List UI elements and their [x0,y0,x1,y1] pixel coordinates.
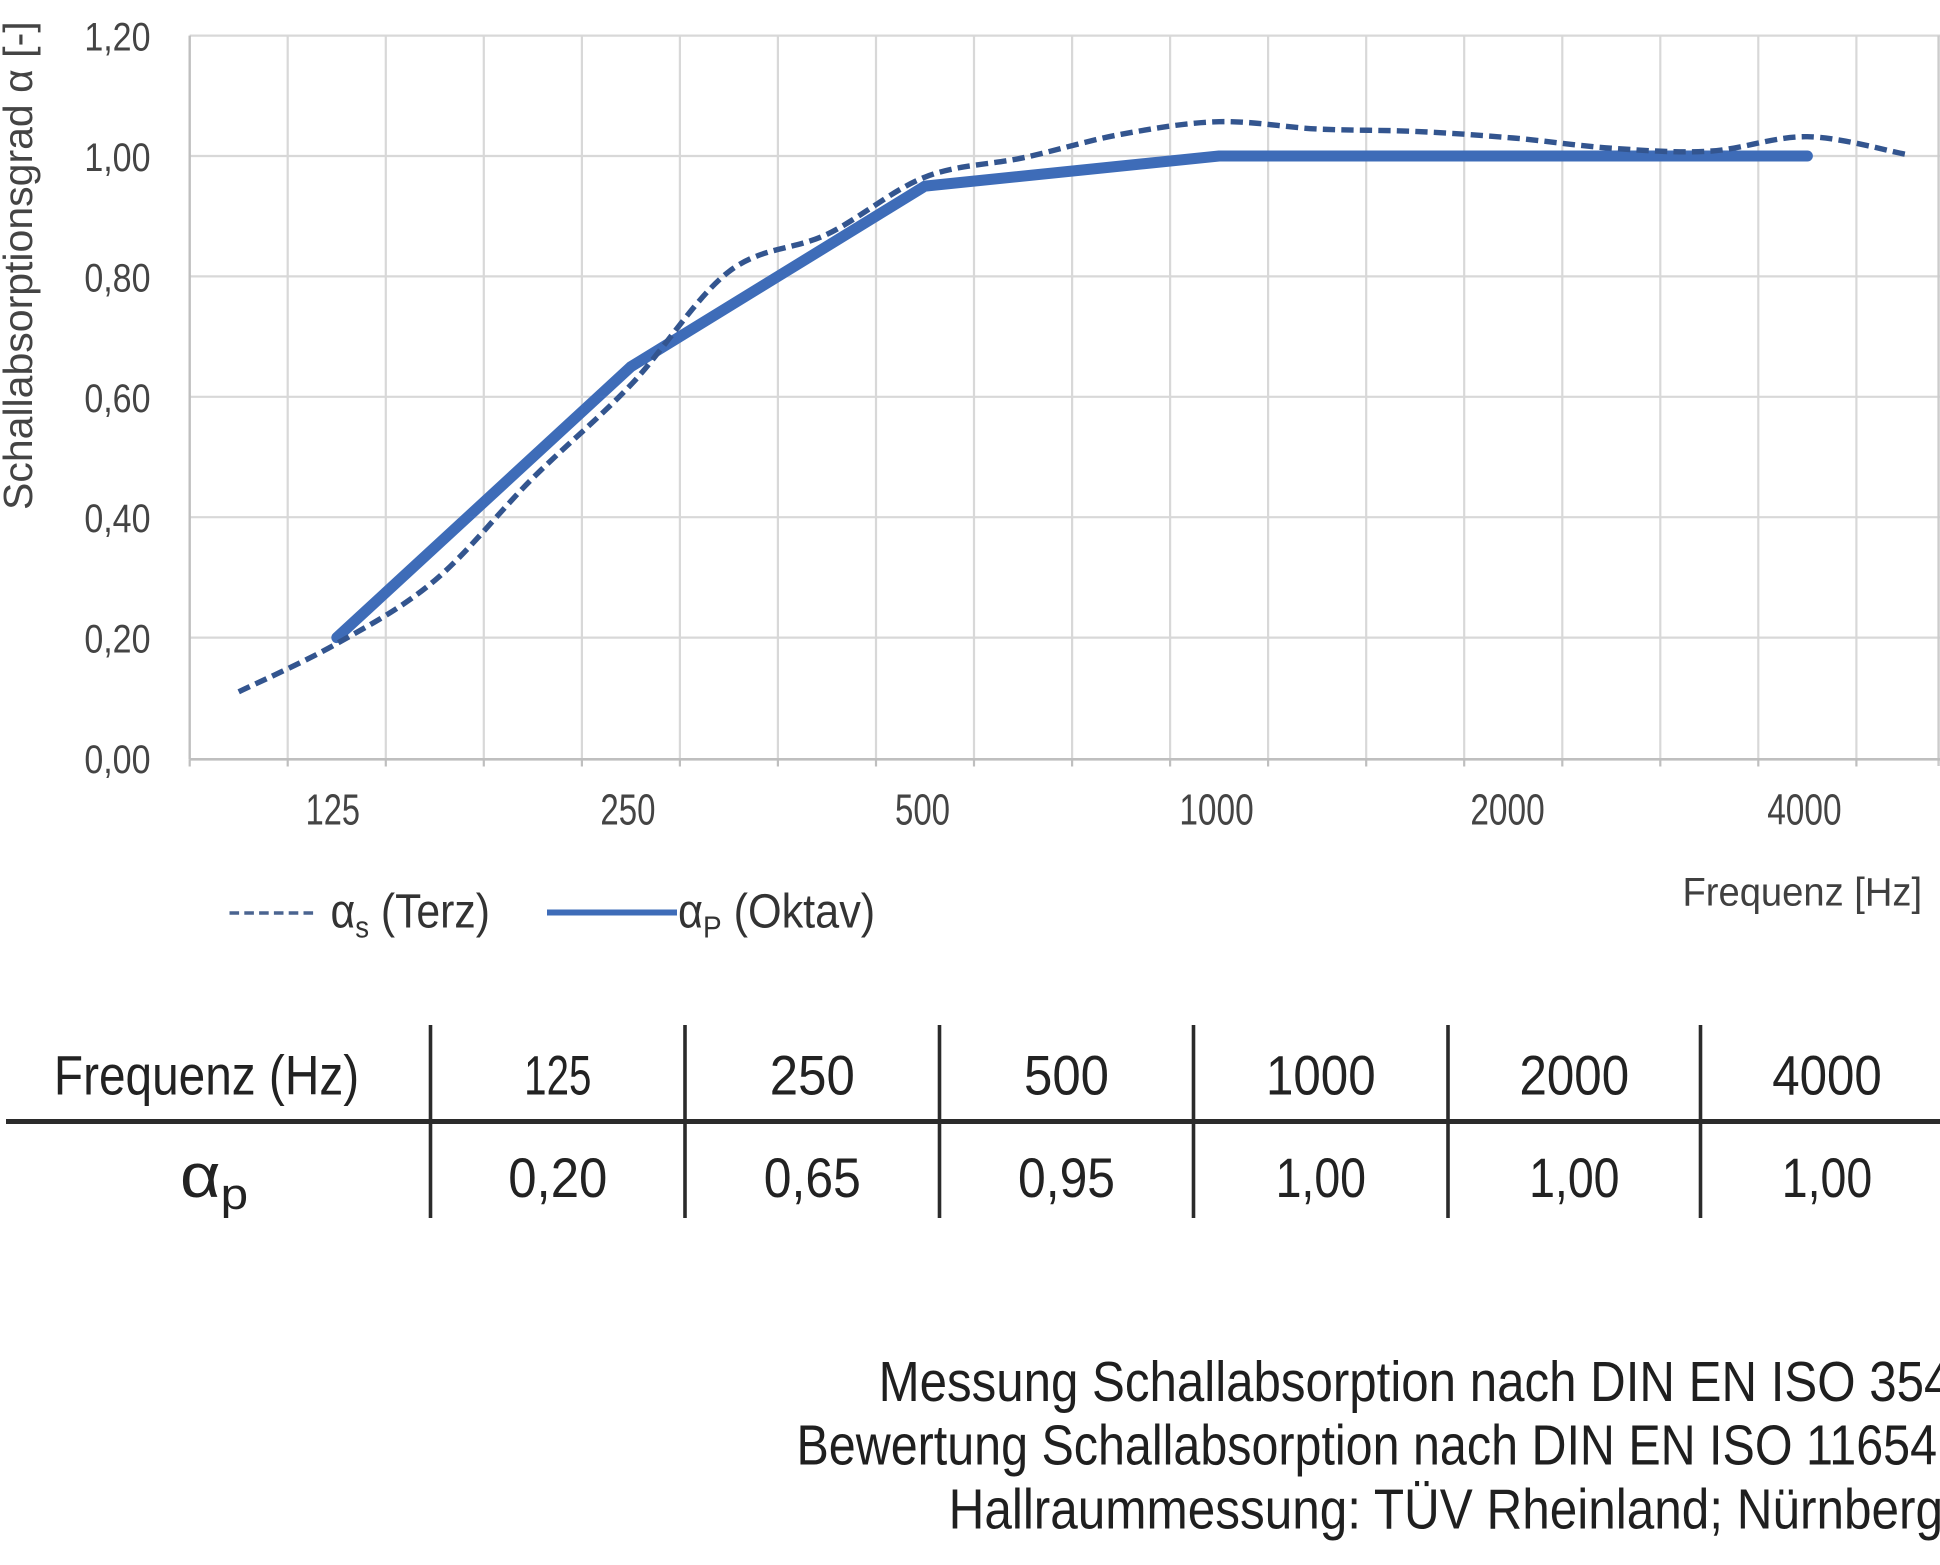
svg-text:αs (Terz): αs (Terz) [331,884,490,945]
svg-text:αp: αp [180,1142,248,1219]
svg-text:0,80: 0,80 [84,255,150,300]
svg-text:0,20: 0,20 [508,1148,607,1210]
svg-text:4000: 4000 [1767,786,1841,834]
svg-text:Messung Schallabsorption nach: Messung Schallabsorption nach DIN EN ISO… [879,1351,1940,1414]
svg-text:125: 125 [524,1045,591,1107]
svg-text:500: 500 [1024,1045,1109,1107]
svg-text:1,20: 1,20 [84,14,150,59]
svg-text:Schallabsorptionsgrad α [-]: Schallabsorptionsgrad α [-] [0,21,41,510]
svg-text:2000: 2000 [1519,1045,1629,1108]
svg-text:αP (Oktav): αP (Oktav) [678,884,875,944]
svg-text:0,95: 0,95 [1018,1147,1115,1209]
svg-text:1000: 1000 [1179,786,1253,834]
svg-text:1,00: 1,00 [1782,1146,1872,1209]
svg-text:250: 250 [770,1045,855,1107]
svg-text:0,65: 0,65 [764,1147,861,1209]
svg-text:Hallraummessung: TÜV Rheinland: Hallraummessung: TÜV Rheinland; Nürnberg [949,1478,1940,1541]
svg-text:1,00: 1,00 [1276,1146,1366,1209]
svg-text:0,40: 0,40 [84,496,150,541]
svg-text:4000: 4000 [1772,1045,1882,1108]
svg-text:2000: 2000 [1470,786,1544,834]
svg-text:0,20: 0,20 [84,616,150,661]
svg-text:500: 500 [895,786,950,835]
svg-text:250: 250 [600,786,655,835]
svg-text:0,00: 0,00 [84,736,150,781]
svg-text:Bewertung Schallabsorption nac: Bewertung Schallabsorption nach DIN EN I… [797,1414,1938,1478]
svg-text:1000: 1000 [1266,1045,1376,1108]
svg-text:125: 125 [306,786,360,835]
svg-text:1,00: 1,00 [1529,1146,1619,1209]
svg-text:Frequenz (Hz): Frequenz (Hz) [54,1045,359,1107]
svg-text:1,00: 1,00 [84,134,150,179]
svg-text:0,60: 0,60 [84,375,150,420]
svg-text:Frequenz [Hz]: Frequenz [Hz] [1683,871,1923,915]
